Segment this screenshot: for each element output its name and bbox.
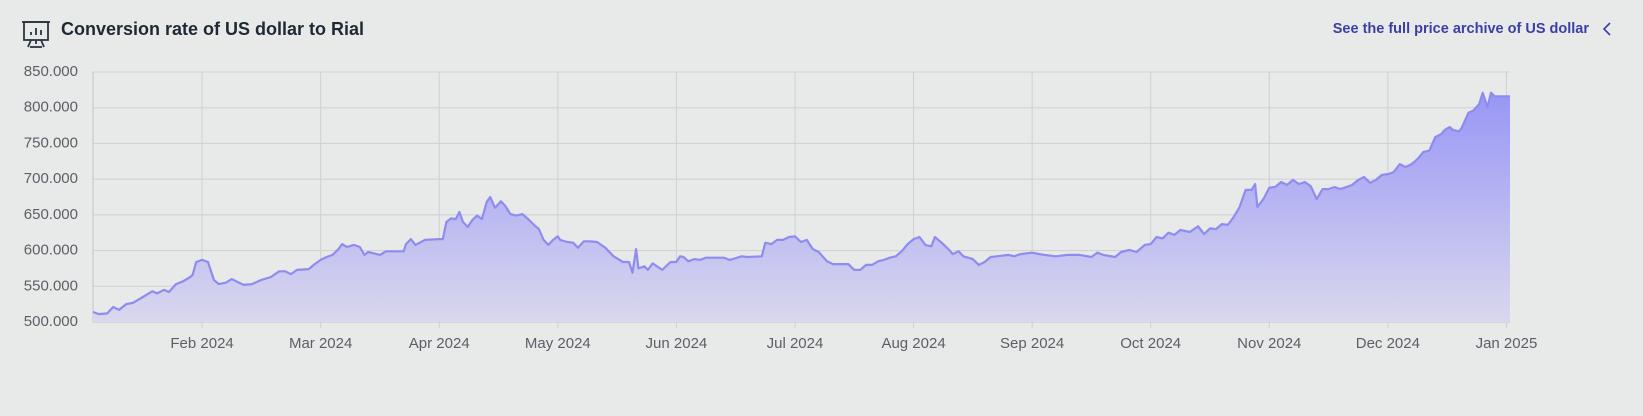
price-line <box>92 91 1510 316</box>
y-tick-label: 550.000 <box>24 277 78 294</box>
chevron-icon[interactable] <box>1602 22 1611 36</box>
x-tick-label: Sep 2024 <box>1000 335 1064 352</box>
x-tick-label: Aug 2024 <box>881 335 945 352</box>
x-tick-label: Feb 2024 <box>170 335 233 352</box>
y-tick-label: 650.000 <box>24 206 78 223</box>
x-tick-label: Dec 2024 <box>1356 335 1420 352</box>
x-tick-label: Oct 2024 <box>1120 335 1181 352</box>
archive-link[interactable]: See the full price archive of US dollar <box>1333 21 1590 37</box>
chart-title: Conversion rate of US dollar to Rial <box>61 19 364 39</box>
y-tick-label: 500.000 <box>24 313 78 330</box>
x-tick-label: May 2024 <box>525 335 591 352</box>
y-tick-label: 700.000 <box>24 170 78 187</box>
x-tick-label: Jul 2024 <box>767 335 824 352</box>
y-tick-label: 750.000 <box>24 134 78 151</box>
area-fill <box>93 92 1510 322</box>
x-tick-label: Apr 2024 <box>409 335 470 352</box>
y-tick-label: 850.000 <box>24 63 78 80</box>
x-tick-label: Nov 2024 <box>1237 335 1301 352</box>
x-tick-label: Jan 2025 <box>1476 335 1538 352</box>
chart-icon <box>22 21 50 48</box>
y-tick-label: 800.000 <box>24 99 78 116</box>
x-tick-label: Mar 2024 <box>289 335 352 352</box>
y-tick-label: 600.000 <box>24 242 78 259</box>
x-tick-label: Jun 2024 <box>646 335 708 352</box>
